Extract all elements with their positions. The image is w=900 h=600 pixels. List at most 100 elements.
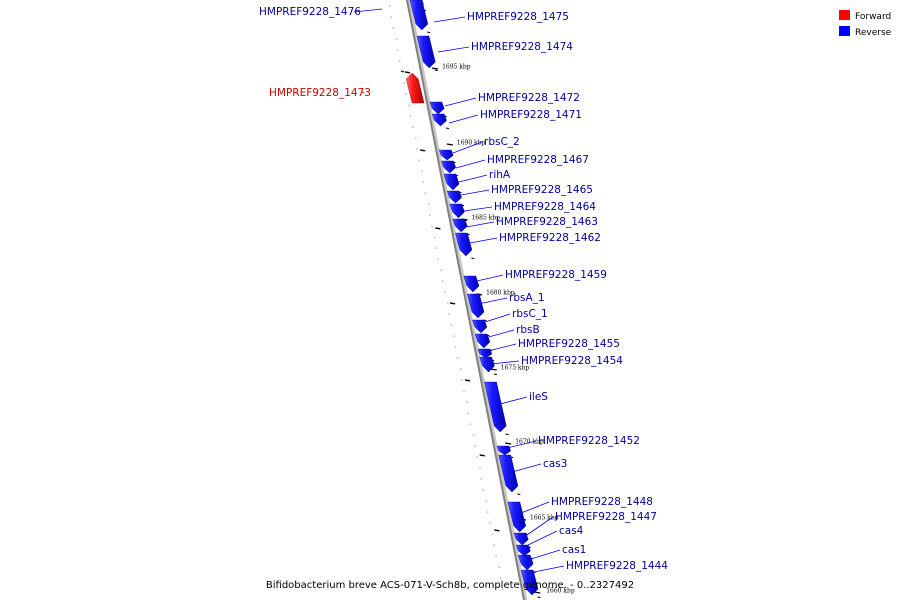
gene-label[interactable]: HMPREF9228_1464	[494, 201, 596, 213]
gene-label[interactable]: cas1	[562, 544, 586, 556]
gene-hmpref9228-1473[interactable]: HMPREF9228_1473	[269, 70, 425, 104]
gene-connector	[460, 189, 490, 196]
gene-hmpref9228-1447[interactable]: HMPREF9228_1447	[513, 511, 657, 549]
gene-rbsb[interactable]: rbsB	[474, 324, 540, 352]
kbp-label: 1660 kbp	[546, 588, 575, 595]
gene-label[interactable]: cas4	[559, 525, 584, 537]
gene-label[interactable]: HMPREF9228_1455	[518, 338, 620, 350]
gene-label[interactable]: rbsC_1	[512, 308, 548, 320]
gene-label[interactable]: HMPREF9228_1454	[521, 355, 623, 367]
gene-label[interactable]: HMPREF9228_1467	[487, 154, 589, 166]
legend-swatch-forward	[839, 10, 850, 20]
gene-arrow[interactable]	[416, 35, 436, 69]
gene-arrow[interactable]	[406, 72, 425, 104]
gene-arrow[interactable]	[520, 569, 539, 596]
gene-arrow[interactable]	[467, 293, 485, 319]
gene-label[interactable]: HMPREF9228_1462	[499, 232, 601, 244]
gene-cas4[interactable]: cas4	[515, 525, 584, 560]
gene-hmpref9228-1475[interactable]: HMPREF9228_1475	[409, 0, 569, 34]
gene-connector	[530, 549, 561, 560]
gene-connector	[465, 221, 495, 228]
gene-hmpref9228-1467[interactable]: HMPREF9228_1467	[441, 154, 589, 177]
gene-connector	[487, 343, 517, 352]
gene-rbsa-1[interactable]: rbsA_1	[467, 292, 545, 322]
gene-arrow[interactable]	[443, 173, 460, 191]
gene-label[interactable]: HMPREF9228_1474	[471, 41, 573, 53]
scale-tick	[449, 302, 456, 305]
gene-hmpref9228-1463[interactable]: HMPREF9228_1463	[452, 216, 598, 236]
scale-tick	[479, 454, 485, 457]
gene-label[interactable]: HMPREF9228_1444	[566, 560, 668, 572]
gene-hmpref9228-1474[interactable]: HMPREF9228_1474	[416, 35, 573, 72]
gene-label[interactable]: HMPREF9228_1475	[467, 11, 569, 23]
gene-arrow[interactable]	[517, 554, 534, 571]
kbp-tick	[505, 442, 512, 445]
gene-hmpref9228-1471[interactable]: HMPREF9228_1471	[431, 109, 582, 130]
gene-rbsc-2[interactable]: rbsC_2	[438, 136, 520, 164]
gene-cas1[interactable]: cas1	[517, 544, 586, 574]
gene-arrow[interactable]	[479, 356, 495, 373]
genome-caption: Bifidobacterium breve ACS-071-V-Sch8b, c…	[266, 580, 634, 591]
gene-label[interactable]: rbsC_2	[484, 136, 520, 148]
gene-arrow[interactable]	[498, 454, 519, 493]
gene-arrow[interactable]	[429, 101, 445, 115]
gene-hmpref9228-1476[interactable]: HMPREF9228_1476	[259, 0, 427, 18]
gene-end-tick	[505, 433, 509, 436]
gene-label[interactable]: HMPREF9228_1448	[551, 496, 653, 508]
scale-tick	[494, 529, 500, 532]
gene-label[interactable]: HMPREF9228_1471	[480, 109, 582, 121]
gene-arrow[interactable]	[463, 275, 480, 293]
gene-hmpref9228-1455[interactable]: HMPREF9228_1455	[477, 338, 620, 362]
gene-end-tick	[427, 31, 431, 34]
gene-features: HMPREF9228_1476 HMPREF9228_1475 HMPREF9228…	[259, 0, 668, 599]
gene-connector	[353, 8, 383, 13]
gene-label[interactable]: HMPREF9228_1447	[555, 511, 657, 523]
gene-arrow[interactable]	[441, 160, 456, 174]
gene-arrow[interactable]	[515, 544, 531, 557]
gene-cas3[interactable]: cas3	[498, 454, 568, 496]
gene-label[interactable]: rbsA_1	[509, 292, 545, 304]
gene-arrow[interactable]	[431, 113, 447, 127]
gene-label[interactable]: HMPREF9228_1473	[269, 87, 371, 99]
gene-label[interactable]: rbsB	[516, 324, 540, 336]
gene-rbsc-1[interactable]: rbsC_1	[472, 308, 548, 337]
gene-label[interactable]: ileS	[529, 391, 548, 403]
gene-arrow[interactable]	[513, 532, 529, 546]
gene-label[interactable]: rihA	[489, 169, 511, 181]
gene-arrow[interactable]	[409, 0, 429, 31]
gene-label[interactable]: HMPREF9228_1476	[259, 6, 361, 18]
gene-label[interactable]: HMPREF9228_1452	[538, 435, 640, 447]
gene-label[interactable]: HMPREF9228_1465	[491, 184, 593, 196]
gene-hmpref9228-1444[interactable]: HMPREF9228_1444	[520, 560, 668, 599]
gene-hmpref9228-1472[interactable]: HMPREF9228_1472	[429, 92, 580, 118]
gene-arrow[interactable]	[472, 319, 488, 334]
gene-hmpref9228-1464[interactable]: HMPREF9228_1464	[449, 201, 596, 222]
gene-label[interactable]: HMPREF9228_1463	[496, 216, 598, 228]
gene-hmpref9228-1462[interactable]: HMPREF9228_1462	[455, 232, 601, 260]
gene-arrow[interactable]	[507, 501, 526, 533]
gene-hmpref9228-1452[interactable]: HMPREF9228_1452	[496, 435, 640, 459]
gene-arrow[interactable]	[438, 149, 454, 161]
gene-connector	[458, 174, 488, 183]
gene-label[interactable]: cas3	[543, 458, 567, 470]
gene-arrow[interactable]	[484, 381, 507, 433]
gene-hmpref9228-1465[interactable]: HMPREF9228_1465	[446, 184, 593, 207]
gene-end-tick	[517, 493, 521, 496]
inner-tick-dots	[389, 5, 504, 590]
gene-label[interactable]: HMPREF9228_1472	[478, 92, 580, 104]
gene-arrow[interactable]	[446, 190, 462, 204]
gene-connector	[469, 237, 498, 244]
kbp-tick	[534, 591, 541, 594]
backbone-shadow	[407, 0, 528, 600]
gene-connector	[433, 16, 466, 23]
gene-iles[interactable]: ileS	[484, 381, 548, 436]
gene-riha[interactable]: rihA	[443, 169, 511, 194]
gene-label[interactable]: HMPREF9228_1459	[505, 269, 607, 281]
gene-hmpref9228-1459[interactable]: HMPREF9228_1459	[463, 269, 607, 296]
gene-arrow[interactable]	[449, 203, 465, 219]
gene-end-tick	[434, 69, 438, 72]
legend-swatch-reverse	[839, 26, 850, 36]
gene-hmpref9228-1454[interactable]: HMPREF9228_1454	[479, 355, 624, 376]
gene-arrow[interactable]	[452, 218, 468, 233]
gene-arrow[interactable]	[455, 232, 473, 257]
